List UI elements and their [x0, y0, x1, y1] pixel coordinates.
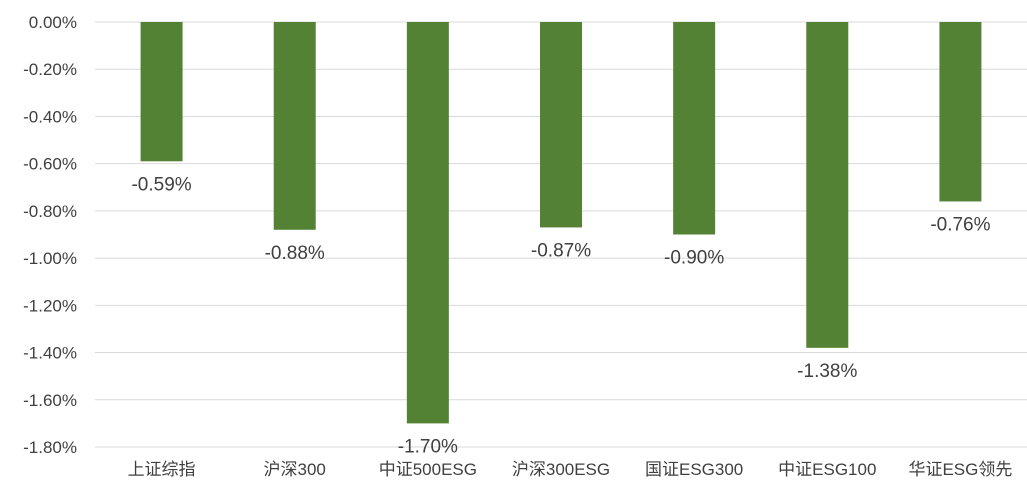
category-label: 华证ESG领先	[908, 460, 1012, 479]
data-label: -0.59%	[131, 174, 191, 195]
data-label: -1.38%	[797, 361, 857, 382]
y-tick-label: -1.60%	[23, 391, 77, 410]
y-tick-label: -0.40%	[23, 107, 77, 126]
bar	[806, 22, 849, 348]
bar	[673, 22, 716, 235]
bars	[140, 22, 982, 424]
data-labels: -0.59% -0.88% -1.70% -0.87% -0.90% -1.38% -0.7…	[131, 174, 990, 457]
category-label: 沪深300ESG	[512, 460, 610, 479]
category-label: 沪深300	[264, 460, 326, 479]
data-label: -0.90%	[664, 248, 724, 269]
y-tick-label: -1.00%	[23, 249, 77, 268]
bar	[273, 22, 316, 230]
category-label: 中证500ESG	[379, 460, 477, 479]
category-label: 国证ESG300	[645, 460, 743, 479]
y-tick-label: -0.60%	[23, 155, 77, 174]
x-axis-categories: 上证综指 沪深300 中证500ESG 沪深300ESG 国证ESG300 中证ESG10…	[128, 460, 1013, 479]
bar	[540, 22, 582, 228]
data-label: -0.87%	[531, 240, 591, 261]
category-label: 上证综指	[128, 460, 196, 479]
y-tick-label: 0.00%	[29, 13, 77, 32]
bar	[140, 22, 183, 162]
category-label: 中证ESG100	[778, 460, 876, 479]
y-tick-label: -1.40%	[23, 344, 77, 363]
y-tick-label: -0.80%	[23, 202, 77, 221]
data-label: -1.70%	[398, 436, 458, 457]
bar	[406, 22, 449, 424]
y-tick-label: -1.80%	[23, 438, 77, 457]
y-tick-label: -0.20%	[23, 60, 77, 79]
data-label: -0.76%	[930, 214, 990, 235]
bar	[939, 22, 982, 202]
y-tick-label: -1.20%	[23, 296, 77, 315]
data-label: -0.88%	[265, 243, 325, 264]
y-axis-ticks: 0.00% -0.20% -0.40% -0.60% -0.80% -1.00% -1.20…	[23, 13, 77, 457]
